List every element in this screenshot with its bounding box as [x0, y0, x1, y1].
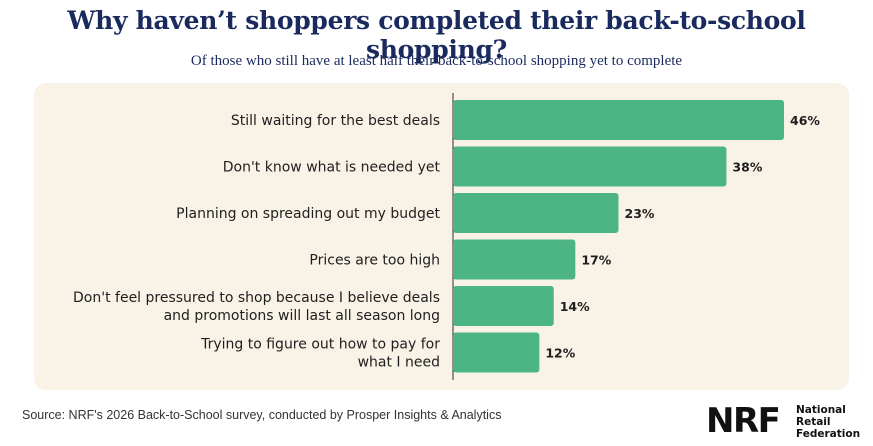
data-label-3: 17% [581, 253, 611, 268]
bar-4 [453, 286, 554, 326]
data-label-1: 38% [732, 160, 762, 175]
data-label-5: 12% [545, 346, 575, 361]
logo-line-3: Federation [796, 428, 861, 440]
bar-chart: 46% Still waiting for the best deals 38% Do… [73, 93, 820, 380]
category-label-1: Don't know what is needed yet [223, 160, 441, 176]
nrf-logo: NRF National Retail Federation [706, 401, 866, 441]
logo-line-2: Retail [796, 416, 831, 428]
logo-wordmark: National Retail Federation [796, 404, 860, 440]
data-label-2: 23% [625, 206, 655, 221]
category-label-0: Still waiting for the best deals [231, 113, 440, 129]
category-label-5-line-0: Trying to figure out how to pay for [200, 337, 440, 353]
category-label-2: Planning on spreading out my budget [176, 206, 440, 222]
bar-2 [453, 193, 619, 233]
bar-5 [453, 332, 540, 373]
chart-panel: 46% Still waiting for the best deals 38% Do… [34, 83, 849, 390]
logo-line-1: National [796, 404, 846, 416]
category-label-5: Trying to figure out how to pay for what … [200, 337, 440, 371]
bar-1 [453, 146, 727, 187]
data-label-4: 14% [560, 299, 590, 314]
category-label-0-line-0: Still waiting for the best deals [231, 113, 440, 129]
chart-subtitle: Of those who still have at least half th… [190, 53, 683, 69]
bar-3 [453, 239, 576, 280]
category-label-3: Prices are too high [309, 253, 440, 269]
category-label-1-line-0: Don't know what is needed yet [223, 160, 441, 176]
bar-0 [453, 100, 784, 140]
source-note: Source: NRF's 2026 Back-to-School survey… [22, 408, 502, 422]
category-label-4-line-0: Don't feel pressured to shop because I b… [73, 290, 440, 306]
category-label-5-line-1: what I need [358, 355, 440, 371]
category-label-2-line-0: Planning on spreading out my budget [176, 206, 440, 222]
data-label-0: 46% [790, 113, 820, 128]
category-label-3-line-0: Prices are too high [309, 253, 440, 269]
category-label-4-line-1: and promotions will last all season long [164, 308, 440, 324]
chart-title: Why haven’t shoppers completed their bac… [67, 6, 806, 64]
category-label-4: Don't feel pressured to shop because I b… [73, 290, 440, 324]
logo-mark: NRF [706, 401, 781, 441]
